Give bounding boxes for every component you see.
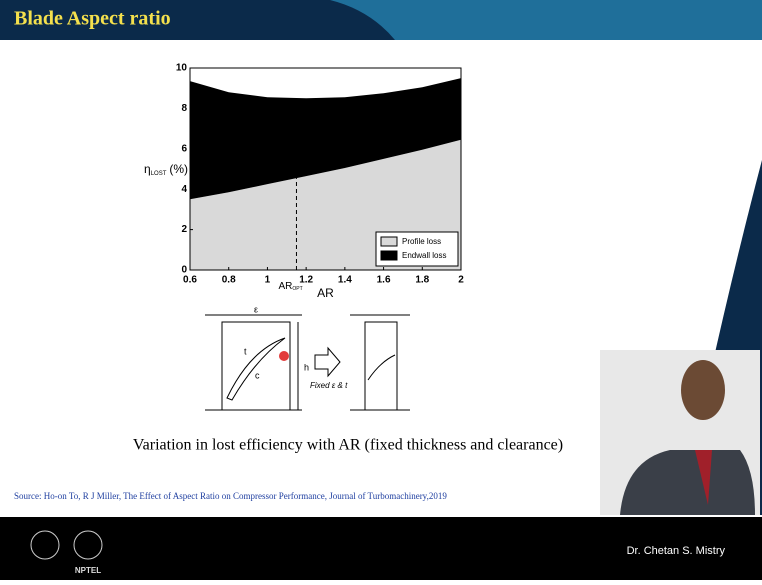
x-tick-label: 1.8	[415, 275, 429, 286]
x-tick-label: 1	[265, 275, 271, 286]
nptel-label: NPTEL	[75, 566, 101, 575]
chord-label: c	[255, 370, 260, 380]
y-tick-label: 8	[181, 103, 187, 114]
slide: Blade Aspect ratio 02468100.60.811.21.41…	[0, 0, 762, 580]
x-axis-label: AR	[317, 286, 334, 300]
x-tick-label: 2	[458, 275, 464, 286]
clearance-label: ε	[254, 304, 258, 314]
x-tick-label: 0.8	[222, 275, 236, 286]
presenter-name: Dr. Chetan S. Mistry	[627, 545, 726, 557]
legend-label: Endwall loss	[402, 251, 446, 260]
x-tick-label: 1.2	[299, 275, 313, 286]
legend-swatch	[381, 251, 397, 260]
pointer	[279, 351, 289, 361]
annotation-sub: OPT	[292, 286, 302, 292]
height-label: h	[304, 362, 309, 372]
arrow-label: Fixed ε & t	[310, 381, 348, 390]
y-label-unit: (%)	[169, 162, 188, 176]
presenter-video	[600, 350, 760, 515]
y-tick-label: 4	[181, 184, 187, 195]
header-swoosh	[330, 0, 762, 40]
y-tick-label: 6	[181, 143, 187, 154]
y-tick-label: 2	[181, 224, 187, 235]
y-tick-label: 10	[176, 63, 188, 74]
x-tick-label: 0.6	[183, 275, 197, 286]
y-label-symbol: η	[144, 162, 151, 176]
legend-label: Profile loss	[402, 237, 441, 246]
x-tick-label: 1.6	[377, 275, 391, 286]
annotation-text: AR	[278, 281, 292, 292]
slide-title: Blade Aspect ratio	[14, 8, 171, 30]
y-label-sub: LOST	[151, 171, 167, 177]
x-tick-label: 1.4	[338, 275, 352, 286]
presenter-head	[681, 360, 725, 420]
source: Source: Ho-on To, R J Miller, The Effect…	[14, 491, 447, 501]
caption: Variation in lost efficiency with AR (fi…	[133, 437, 563, 454]
legend-swatch	[381, 237, 397, 246]
